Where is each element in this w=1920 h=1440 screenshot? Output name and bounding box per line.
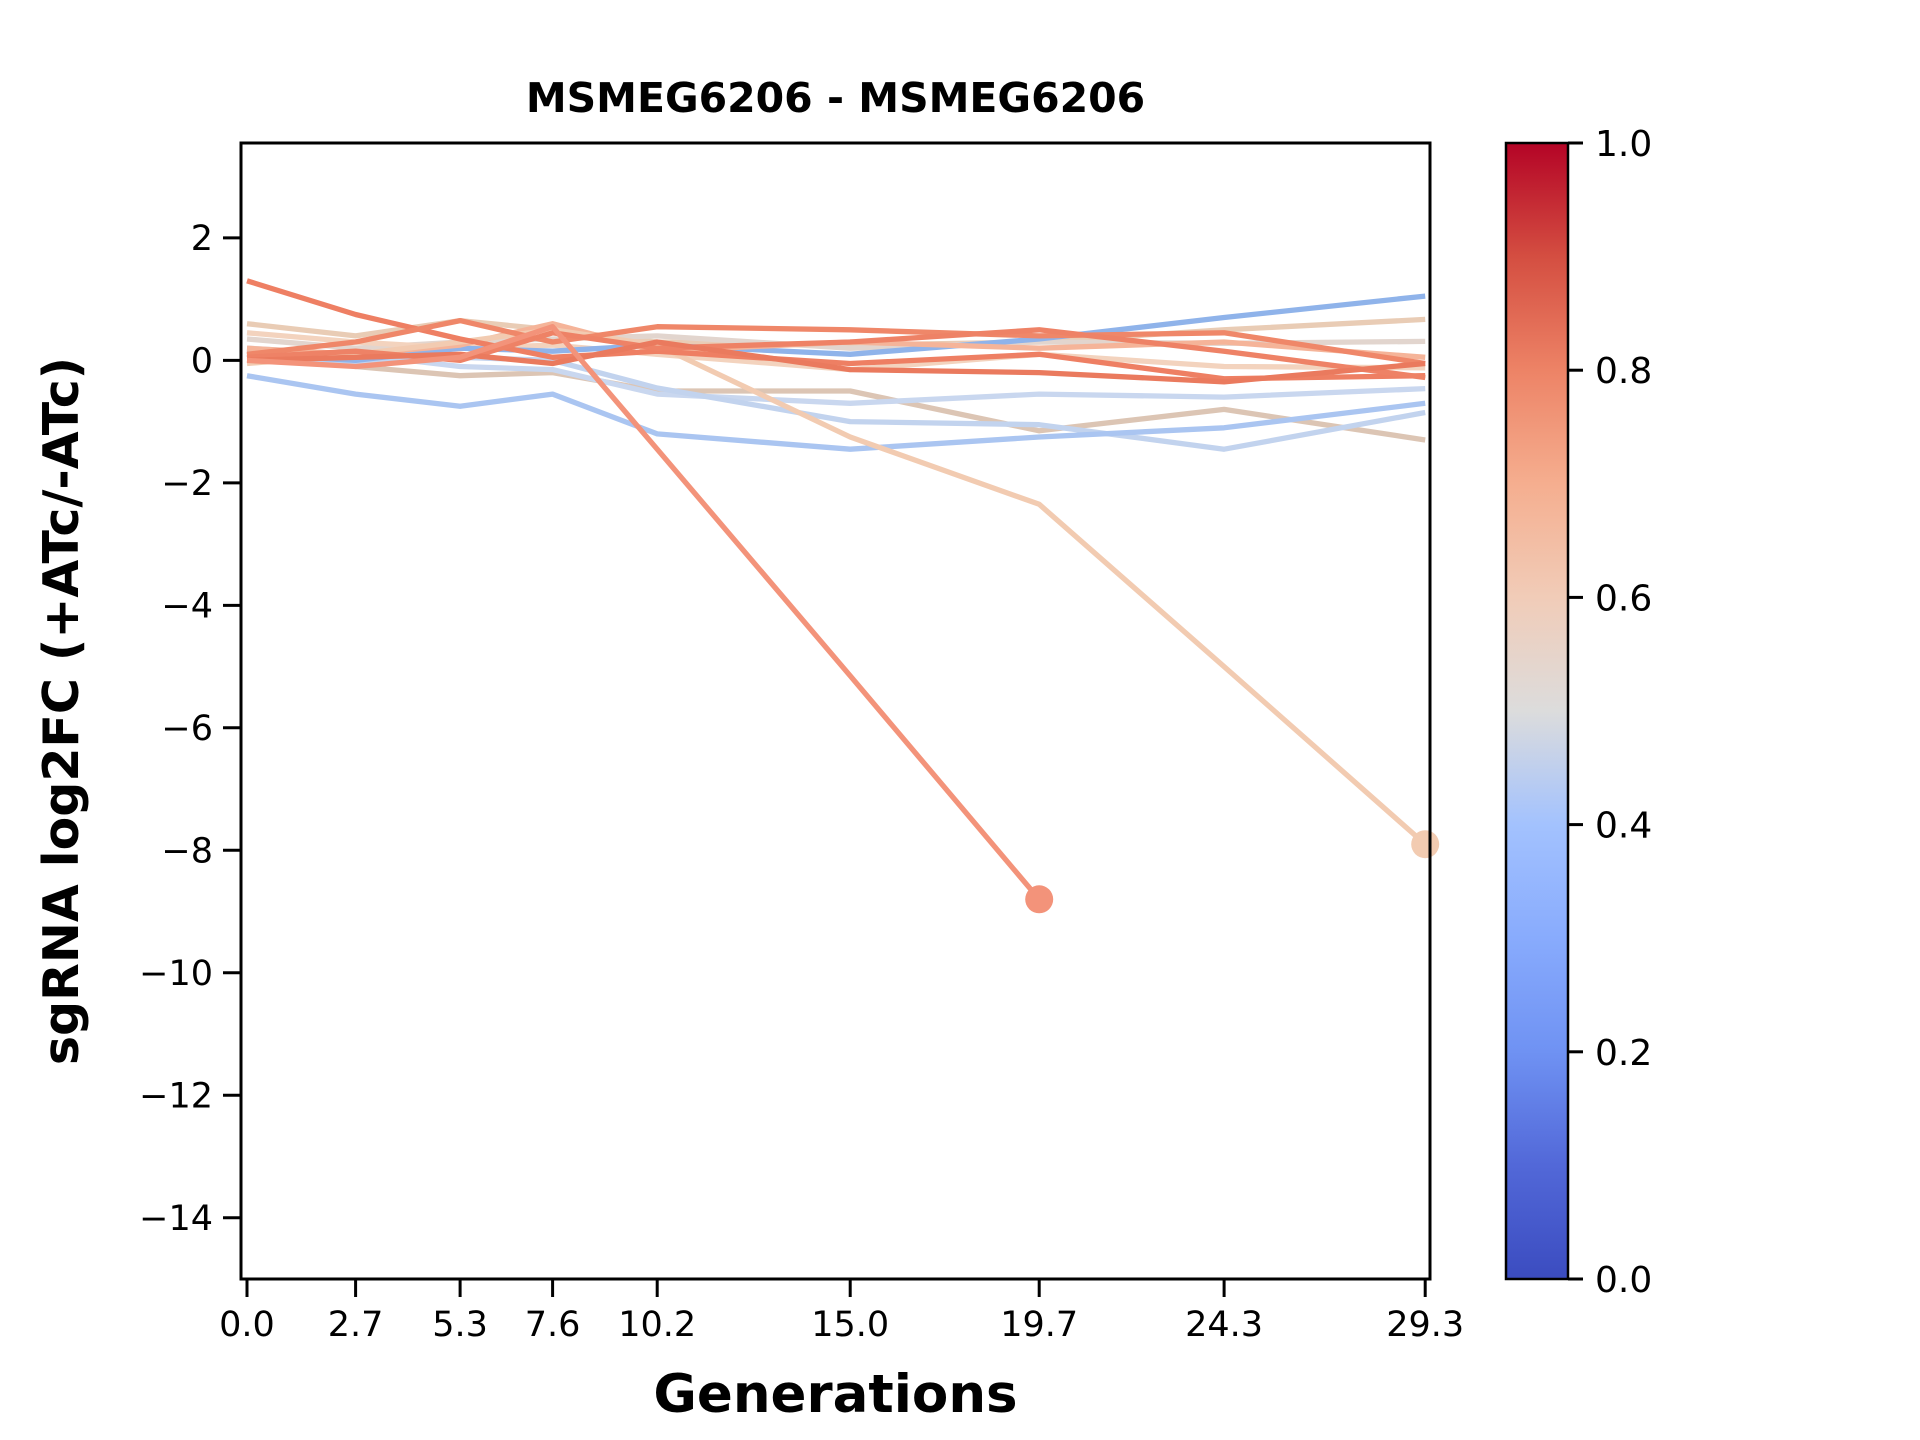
- colorbar-tick-label: 1.0: [1595, 124, 1652, 165]
- x-tick-label: 15.0: [811, 1305, 889, 1345]
- y-tick-label: 0: [191, 341, 213, 381]
- x-tick-label: 7.6: [525, 1305, 581, 1345]
- colorbar-tick-label: 0.4: [1595, 806, 1652, 847]
- x-axis-label: Generations: [653, 1364, 1017, 1425]
- colorbar-tick-label: 0.6: [1595, 578, 1652, 619]
- x-tick-label: 0.0: [219, 1305, 275, 1345]
- series-end-marker-line-10: [1411, 830, 1440, 859]
- series-line-line-04: [246, 348, 1426, 443]
- y-tick-label: −6: [161, 709, 213, 749]
- series-line-line-15: [246, 324, 1042, 902]
- series-end-marker-line-15: [1025, 885, 1054, 914]
- y-tick-label: −10: [139, 954, 213, 994]
- series-line-line-07: [246, 373, 1426, 452]
- x-tick-label: 5.3: [432, 1305, 488, 1345]
- colorbar: 1.0 0.8 0.6 0.4 0.2 0.0: [1504, 124, 1652, 1301]
- plot-series: [246, 278, 1440, 914]
- colorbar-tick-label: 0.0: [1595, 1260, 1652, 1301]
- y-tick-label: −8: [161, 831, 213, 871]
- x-tick-label: 2.7: [328, 1305, 384, 1345]
- chart-title: MSMEG6206 - MSMEG6206: [526, 74, 1145, 122]
- x-tick-label: 19.7: [1000, 1305, 1078, 1345]
- y-tick-label: −14: [139, 1199, 213, 1239]
- y-tick-label: 2: [191, 219, 213, 259]
- series-line-line-03: [246, 330, 1426, 373]
- series-line-line-14: [246, 339, 1426, 385]
- y-tick-label: −4: [161, 586, 213, 626]
- x-tick-label: 10.2: [618, 1305, 696, 1345]
- colorbar-tick-label: 0.2: [1595, 1033, 1652, 1074]
- y-tick-label: −12: [139, 1076, 213, 1116]
- y-axis: 2 0 −2 −4 −6 −8 −10 −12 −14: [139, 219, 241, 1239]
- series-line-line-11: [246, 278, 1426, 382]
- x-tick-label: 24.3: [1185, 1305, 1263, 1345]
- x-tick-label: 29.3: [1386, 1305, 1464, 1345]
- plot-frame: [239, 141, 1432, 1281]
- series-line-line-12: [246, 317, 1426, 367]
- colorbar-tick-label: 0.8: [1595, 351, 1652, 392]
- colorbar-gradient: [1504, 141, 1570, 1281]
- series-line-line-10: [246, 327, 1427, 847]
- y-axis-label: sgRNA log2FC (+ATc/-ATc): [33, 357, 90, 1065]
- y-tick-label: −2: [161, 464, 213, 504]
- x-axis: 0.0 2.7 5.3 7.6 10.2 15.0 19.7 24.3 29.3: [219, 1279, 1464, 1345]
